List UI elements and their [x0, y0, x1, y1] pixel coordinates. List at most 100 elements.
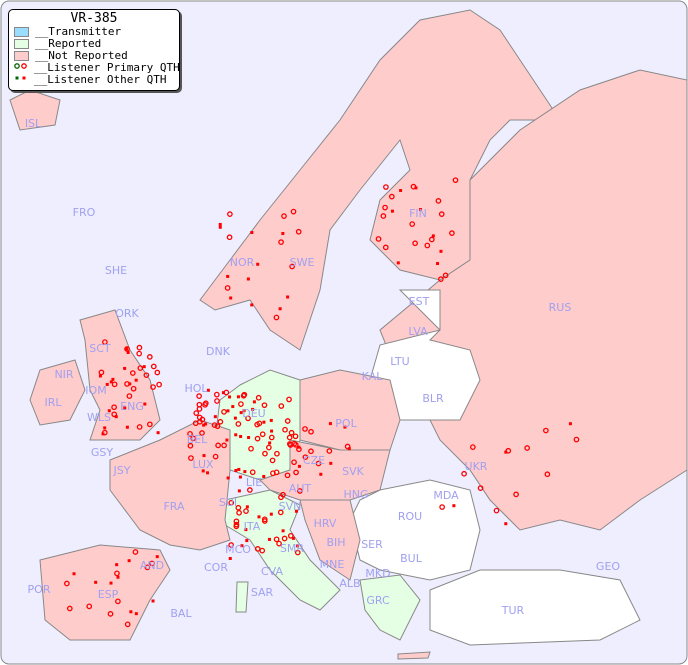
listener-other-marker	[281, 231, 285, 235]
listener-other-marker	[143, 402, 147, 406]
country-label-svn: SVN	[279, 500, 302, 513]
listener-primary-marker	[114, 570, 120, 577]
listener-primary-marker	[235, 421, 242, 427]
listener-other-marker	[329, 461, 333, 465]
country-label-hol: HOL	[184, 382, 208, 395]
listener-primary-marker	[101, 429, 108, 436]
listener-other-marker	[268, 441, 272, 445]
listener-primary-marker	[261, 518, 268, 524]
listener-other-marker	[267, 537, 271, 541]
listener-other-marker	[238, 475, 242, 479]
listener-other-marker	[262, 474, 266, 478]
listener-primary-marker	[286, 396, 292, 403]
listener-other-marker	[250, 303, 254, 307]
country-label-cze: CZE	[303, 454, 325, 467]
country-label-eng: ENG	[120, 400, 144, 413]
listener-primary-marker	[302, 426, 308, 432]
listener-primary-marker	[284, 418, 291, 424]
listener-other-marker	[242, 409, 246, 413]
legend-item-other-qth: __Listener Other QTH	[9, 74, 179, 86]
listener-primary-marker	[202, 400, 209, 407]
listener-primary-marker	[212, 453, 219, 460]
listener-other-marker	[206, 471, 210, 475]
listener-other-marker	[109, 380, 113, 384]
country-label-deu: DEU	[242, 407, 265, 420]
listener-primary-marker	[289, 263, 295, 270]
listener-primary-marker	[296, 446, 302, 453]
listener-primary-marker	[287, 442, 294, 448]
listener-primary-marker	[380, 213, 387, 219]
listener-primary-marker	[270, 470, 276, 477]
country-label-smr: SMR	[280, 542, 304, 555]
listener-other-marker	[436, 262, 440, 266]
listener-other-marker	[126, 351, 130, 355]
listener-other-marker	[72, 572, 76, 576]
listener-primary-marker	[281, 535, 288, 542]
country-label-fra: FRA	[163, 500, 185, 513]
listener-other-marker	[319, 472, 323, 476]
listener-primary-marker	[281, 213, 287, 219]
listener-primary-marker	[150, 384, 156, 390]
listener-other-marker	[134, 612, 138, 616]
country-label-jsy: JSY	[113, 464, 131, 477]
listener-other-marker	[452, 504, 456, 508]
listener-other-marker	[296, 544, 300, 548]
listener-other-marker	[256, 262, 260, 266]
listener-primary-marker	[215, 442, 221, 449]
country-label-irl: IRL	[44, 396, 62, 409]
listener-primary-marker	[388, 193, 395, 200]
legend-item-reported: __Reported	[9, 38, 179, 50]
country-label-geo: GEO	[596, 560, 620, 573]
listener-other-marker	[155, 555, 159, 559]
region-balkans-east	[349, 479, 481, 581]
listener-primary-marker	[124, 381, 130, 387]
region-poland	[299, 369, 401, 451]
legend-label: __Listener Other QTH	[34, 73, 167, 86]
listener-primary-marker	[294, 549, 301, 556]
listener-other-marker	[229, 296, 233, 300]
region-italy	[224, 489, 341, 611]
listener-other-marker	[127, 559, 131, 563]
listener-primary-marker	[227, 211, 233, 217]
listener-other-marker	[226, 274, 230, 278]
listener-primary-marker	[259, 547, 266, 554]
listener-primary-marker	[233, 521, 240, 528]
region-sardinia	[235, 581, 249, 613]
listener-other-marker	[239, 434, 243, 438]
listener-other-marker	[262, 420, 266, 424]
listener-primary-marker	[66, 605, 73, 612]
listener-primary-marker	[261, 402, 268, 409]
listener-other-marker	[568, 422, 572, 426]
listener-primary-marker	[211, 422, 218, 428]
listener-primary-marker	[273, 314, 280, 321]
listener-other-marker	[281, 529, 285, 533]
listener-other-marker	[399, 188, 403, 192]
listener-primary-marker	[424, 242, 431, 249]
country-label-lie: LIE	[246, 476, 262, 489]
square-marker-icon	[14, 74, 28, 86]
listener-primary-marker	[326, 448, 333, 454]
country-label-grc: GRC	[366, 594, 390, 607]
listener-primary-marker	[224, 285, 231, 291]
listener-primary-marker	[449, 230, 455, 236]
swatch	[14, 27, 29, 37]
listener-primary-marker	[132, 549, 139, 555]
listener-primary-marker	[452, 177, 459, 184]
listener-primary-marker	[126, 393, 133, 399]
listener-other-marker	[244, 528, 248, 532]
listener-other-marker	[237, 467, 241, 471]
listener-other-marker	[250, 231, 254, 235]
listener-primary-marker	[254, 546, 261, 552]
region-turkey	[429, 569, 641, 646]
listener-other-marker	[206, 388, 210, 392]
listener-primary-marker	[382, 244, 389, 251]
legend-item-not-reported: __Not Reported	[9, 50, 179, 62]
country-label-isl: ISL	[25, 117, 42, 130]
listener-primary-marker	[129, 370, 136, 376]
listener-primary-marker	[236, 509, 242, 516]
country-label-est: EST	[409, 295, 430, 308]
region-ireland	[29, 359, 86, 426]
listener-primary-marker	[154, 369, 161, 376]
listener-primary-marker	[193, 410, 200, 416]
